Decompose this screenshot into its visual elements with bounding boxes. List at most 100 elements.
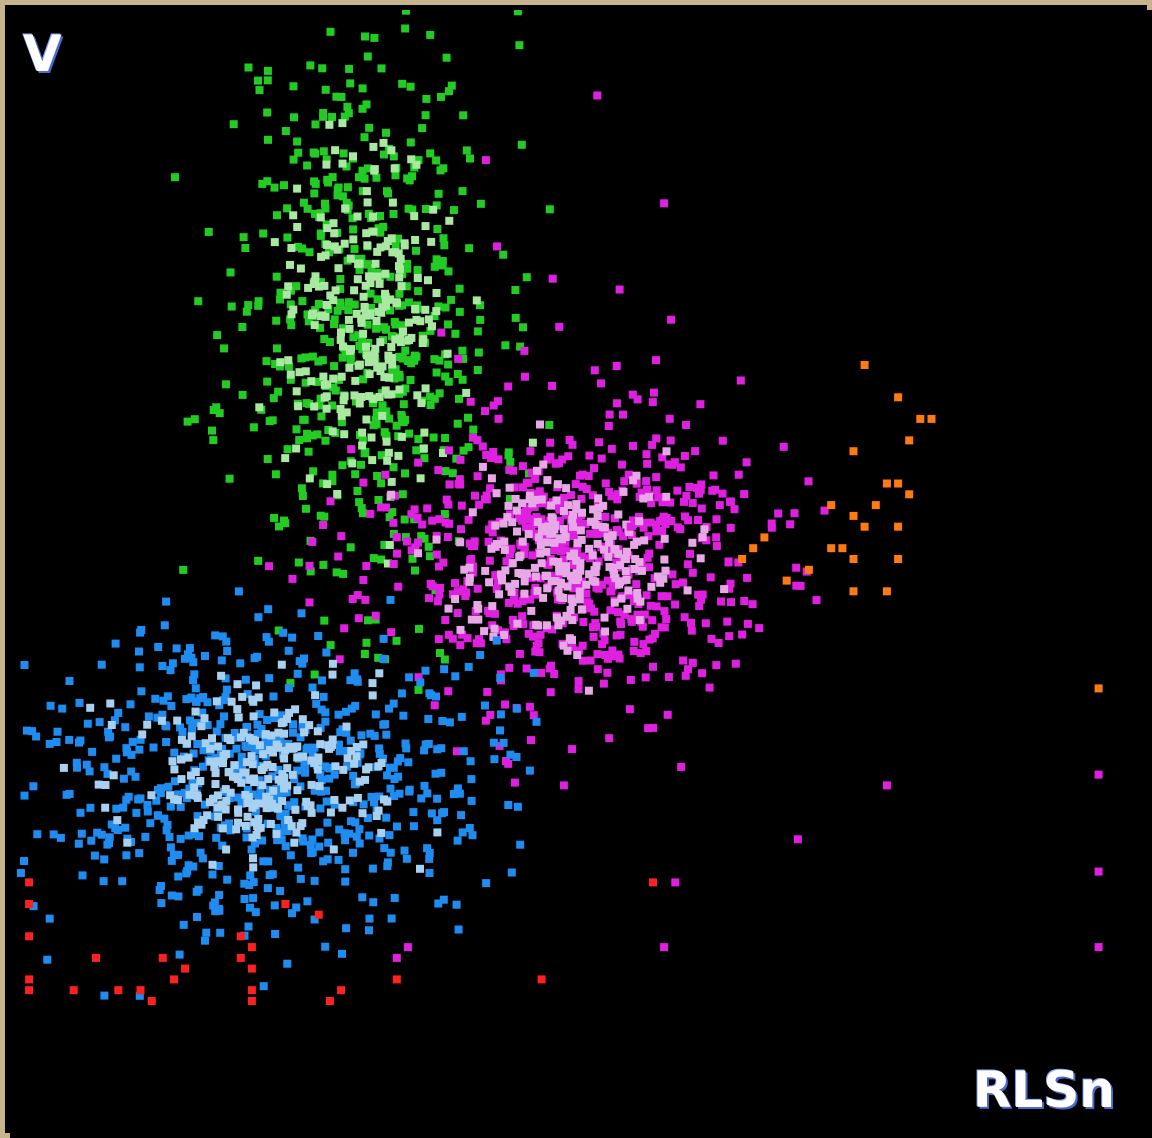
data-point-series-3 [315,842,324,851]
data-point-series-1 [464,413,472,422]
data-point-series-1 [368,456,377,465]
data-point-series-4 [927,414,936,423]
data-point-series-3 [297,609,306,618]
data-point-series-2 [547,577,556,586]
data-point-series-2 [515,553,524,562]
data-point-series-1 [339,396,348,405]
data-point-series-3 [238,692,247,701]
data-point-series-6 [548,274,557,283]
data-point-series-1 [376,243,385,252]
data-point-series-1 [362,187,371,196]
data-point-series-1 [435,356,444,365]
data-point-series-3 [496,710,505,719]
data-point-series-2 [592,561,601,570]
data-point-series-1 [360,133,369,142]
data-point-series-1 [430,355,439,364]
data-point-series-5 [136,986,145,995]
data-point-series-3 [65,735,74,744]
data-point-series-2 [697,595,706,604]
data-point-series-2 [548,625,557,634]
data-point-series-3 [193,740,202,748]
data-point-series-3 [234,818,242,827]
data-point-series-1 [363,616,372,625]
data-point-series-3 [293,786,302,795]
data-point-series-3 [358,893,367,902]
data-point-series-3 [65,789,74,798]
data-point-series-2 [561,546,570,555]
data-point-series-2 [597,379,605,388]
data-point-series-2 [547,513,556,522]
data-point-series-2 [641,673,650,682]
data-point-series-2 [712,533,721,542]
data-point-series-1 [275,522,283,531]
data-point-series-2 [590,517,599,526]
data-point-series-2 [660,623,669,632]
data-point-series-1 [338,353,347,362]
data-point-series-2 [564,501,573,510]
data-point-series-1 [427,237,436,246]
data-point-series-2 [492,489,501,498]
data-point-series-3 [234,587,243,596]
data-point-series-1 [438,257,447,265]
data-point-series-3 [352,752,361,761]
data-point-series-3 [259,857,268,866]
data-point-series-2 [652,527,661,536]
data-point-series-2 [520,589,529,598]
data-point-series-1 [270,513,279,522]
data-point-series-2 [718,489,727,498]
data-point-series-2 [600,545,609,554]
data-point-series-1 [362,229,371,238]
data-point-series-2 [524,478,533,487]
data-point-series-1 [304,283,313,292]
data-point-series-1 [292,425,301,434]
data-point-series-3 [189,749,198,758]
data-point-series-3 [516,840,525,849]
data-point-series-1 [406,376,415,384]
data-point-series-2 [445,480,454,489]
data-point-series-3 [385,704,393,713]
data-point-series-3 [241,790,250,799]
data-point-series-2 [511,579,520,588]
data-point-series-6 [671,878,680,887]
data-point-series-3 [330,770,339,779]
data-point-series-2 [527,736,535,745]
data-point-series-2 [521,372,529,381]
data-point-series-2 [457,501,466,510]
data-point-series-3 [195,832,203,841]
data-point-series-2 [665,414,674,423]
data-point-series-3 [399,711,408,720]
data-point-series-1 [276,295,284,304]
data-point-series-2 [533,586,542,595]
data-point-series-2 [613,399,621,408]
data-point-series-3 [237,752,246,761]
data-point-series-3 [74,839,83,848]
data-point-series-3 [268,772,277,781]
data-point-series-3 [210,898,219,907]
data-point-series-2 [614,510,623,519]
data-point-series-2 [671,600,680,609]
data-point-series-1 [378,411,387,420]
data-point-series-2 [481,566,490,575]
data-point-series-1 [357,393,366,401]
data-point-series-2 [649,723,658,732]
data-point-series-1 [410,212,419,221]
data-point-series-1 [362,415,371,424]
data-point-series-2 [507,587,516,596]
data-point-series-2 [603,532,612,541]
data-point-series-3 [346,736,355,745]
data-point-series-3 [350,780,359,789]
data-point-series-2 [575,587,584,596]
data-point-series-2 [411,543,420,552]
data-point-series-1 [390,374,399,383]
data-point-series-6 [559,781,568,790]
data-point-series-1 [345,324,354,333]
data-point-series-1 [283,233,292,242]
data-point-series-3 [307,808,316,817]
data-point-series-2 [335,655,344,664]
data-point-series-3 [72,758,81,767]
data-point-series-1 [336,405,345,413]
data-point-series-2 [604,422,613,430]
data-point-series-1 [376,367,385,376]
data-point-series-2 [593,650,602,659]
data-point-series-2 [534,639,543,648]
